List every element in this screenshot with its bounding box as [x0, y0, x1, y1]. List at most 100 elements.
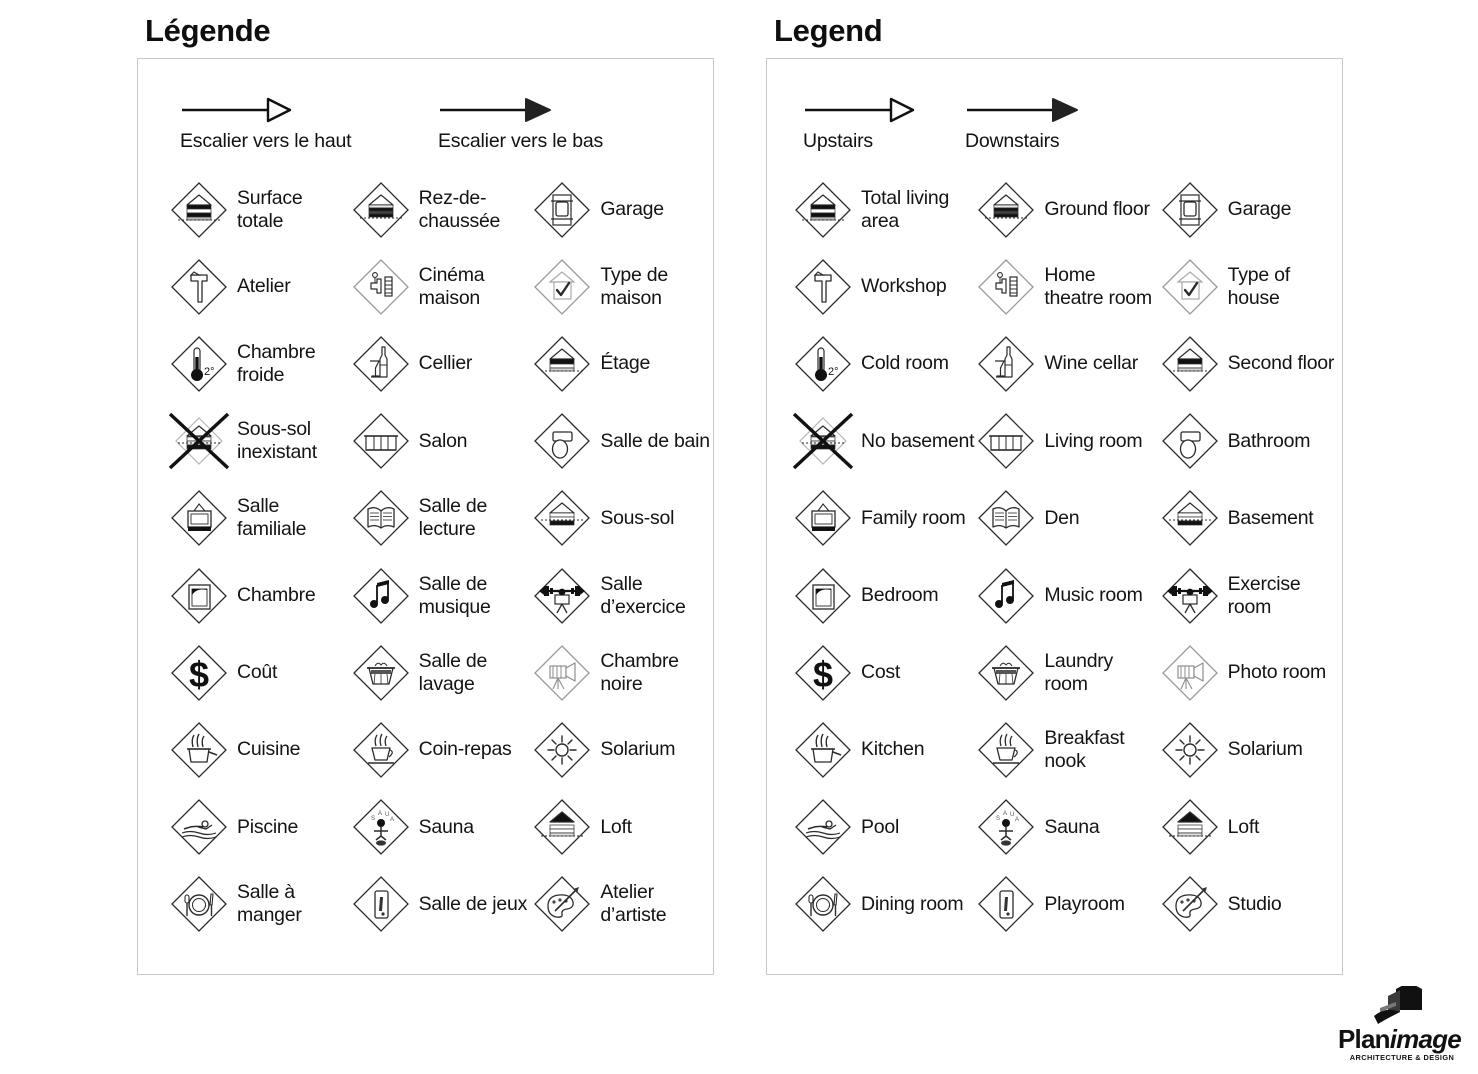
basement-icon: [1159, 487, 1221, 549]
legend-item: Kitchen: [792, 711, 975, 788]
legend-item-label: Workshop: [861, 275, 947, 298]
legend-item-label: Sauna: [418, 815, 474, 838]
legend-item: Salle de musique: [350, 557, 532, 634]
legend-item-label: Laundry room: [1044, 649, 1114, 695]
legend-panel-french: Légende Escalier vers le haut Escalier ver…: [137, 0, 714, 975]
legend-item-label: Second floor: [1227, 352, 1335, 375]
legend-item: Étage: [531, 325, 713, 402]
legend-item: Salle familiale: [168, 480, 350, 557]
legend-item-label: Photo room: [1227, 661, 1327, 684]
hammer-workshop-icon: [792, 256, 854, 318]
kitchen-pot-icon: [168, 719, 230, 781]
legend-item: Basement: [1159, 480, 1342, 557]
legend-item-label: Breakfast nook: [1044, 726, 1125, 772]
legend-item-label: Playroom: [1044, 892, 1125, 915]
legend-item: $ Cost: [792, 634, 975, 711]
solarium-sun-icon: [531, 719, 593, 781]
legend-item-label: Solarium: [1227, 738, 1303, 761]
legend-item: Salle de lavage: [350, 634, 532, 711]
legend-item-label: Garage: [600, 198, 664, 221]
exercise-room-icon: [531, 565, 593, 627]
stairs-legend-row: Escalier vers le haut Escalier vers le ba…: [138, 59, 713, 171]
legend-item-label: Bathroom: [1227, 429, 1311, 452]
breakfast-nook-cup-icon: [350, 719, 412, 781]
bedroom-icon: [792, 565, 854, 627]
cold-room-thermometer-icon: 2°: [168, 333, 230, 395]
legend-item: Second floor: [1159, 325, 1342, 402]
bedroom-icon: [168, 565, 230, 627]
exercise-room-icon: [1159, 565, 1221, 627]
legend-item: Salle de jeux: [350, 866, 532, 943]
dining-room-plate-icon: [792, 873, 854, 935]
legend-item: Loft: [531, 789, 713, 866]
legend-item-label: Living room: [1044, 429, 1143, 452]
solarium-sun-icon: [1159, 719, 1221, 781]
legend-item-label: No basement: [861, 429, 975, 452]
legend-item-label: Ground floor: [1044, 198, 1150, 221]
legend-item-label: Den: [1044, 506, 1080, 529]
svg-text:A: A: [390, 817, 394, 823]
legend-item: Home theatre room: [975, 248, 1158, 325]
legend-grid: Surface totale Rez-de-chaussée Garage Ateli…: [138, 171, 713, 943]
legend-item: Salle à manger: [168, 866, 350, 943]
legend-item-label: Atelier: [237, 275, 291, 298]
home-theatre-icon: [350, 256, 412, 318]
legend-item-label: Kitchen: [861, 738, 925, 761]
legend-item-label: Total living area: [861, 186, 950, 232]
legend-item: Rez-de-chaussée: [350, 171, 532, 248]
stairs-label: Downstairs: [965, 130, 1060, 152]
legend-item-label: Salle de bain: [600, 429, 710, 452]
legend-item-label: Family room: [861, 506, 966, 529]
legend-item-label: Cold room: [861, 352, 949, 375]
wine-cellar-icon: [975, 333, 1037, 395]
legend-item: Chambre: [168, 557, 350, 634]
legend-item: Type of house: [1159, 248, 1342, 325]
legend-item: Sous-sol: [531, 480, 713, 557]
legend-item: Solarium: [531, 711, 713, 788]
legend-item-label: Exercise room: [1227, 572, 1301, 618]
svg-text:A: A: [1003, 811, 1007, 817]
legend-item: Chambre noire: [531, 634, 713, 711]
legend-item-label: Solarium: [600, 738, 676, 761]
legend-item: Salle d’exercice: [531, 557, 713, 634]
studio-palette-icon: [531, 873, 593, 935]
no-basement-icon: [168, 410, 230, 472]
legend-item: Den: [975, 480, 1158, 557]
legend-item-label: Salle de musique: [418, 572, 491, 618]
legend-item: Bedroom: [792, 557, 975, 634]
legend-item-label: Coût: [237, 661, 278, 684]
living-room-icon: [350, 410, 412, 472]
stairs-item: Escalier vers le haut: [180, 95, 428, 171]
legend-item: Salle de bain: [531, 403, 713, 480]
legend-item: Piscine: [168, 789, 350, 866]
second-floor-icon: [531, 333, 593, 395]
svg-text:S: S: [371, 816, 375, 822]
loft-icon: [531, 796, 593, 858]
planimage-house-logo-icon: [1338, 986, 1466, 1026]
bathroom-icon: [531, 410, 593, 472]
legend-item: No basement: [792, 403, 975, 480]
legend-item-label: Sous-sol: [600, 506, 675, 529]
legend-item-label: Étage: [600, 352, 651, 375]
legend-item-label: Surface totale: [237, 186, 303, 232]
pool-swimmer-icon: [168, 796, 230, 858]
logo-tagline: ARCHITECTURE & DESIGN: [1349, 1053, 1455, 1062]
logo-wordmark: Planimage: [1338, 1026, 1466, 1052]
legend-item-label: Bedroom: [861, 584, 939, 607]
dining-room-plate-icon: [168, 873, 230, 935]
legend-item: Cellier: [350, 325, 532, 402]
svg-text:U: U: [1010, 812, 1014, 818]
legend-item: S A U A Sauna: [975, 789, 1158, 866]
kitchen-pot-icon: [792, 719, 854, 781]
planimage-logo: Planimage ARCHITECTURE & DESIGN: [1338, 986, 1466, 1066]
den-book-icon: [975, 487, 1037, 549]
type-of-house-icon: [531, 256, 593, 318]
legend-item: Salle de lecture: [350, 480, 532, 557]
ground-floor-icon: [975, 179, 1037, 241]
legend-item-label: Loft: [1227, 815, 1260, 838]
arrow-outline-right-icon: [180, 95, 428, 129]
legend-item-label: Piscine: [237, 815, 299, 838]
arrow-filled-right-icon: [965, 95, 1117, 129]
svg-text:A: A: [1015, 817, 1019, 823]
home-theatre-icon: [975, 256, 1037, 318]
